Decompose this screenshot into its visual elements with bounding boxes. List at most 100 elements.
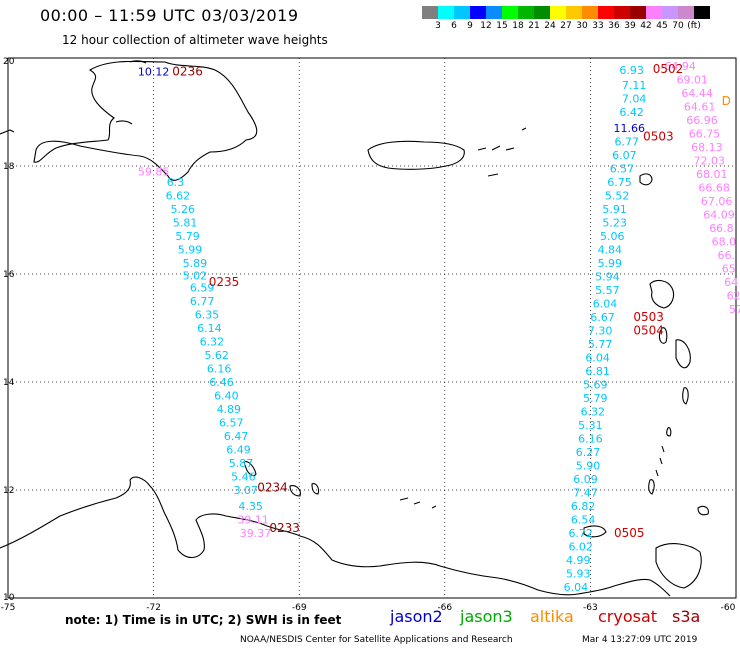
wave-height-value: 5.99 — [598, 257, 623, 270]
footer-note: note: 1) Time is in UTC; 2) SWH is in fe… — [65, 613, 342, 627]
color-scale-label: 70 — [672, 21, 684, 31]
footer-credit: NOAA/NESDIS Center for Satellite Applica… — [240, 635, 513, 645]
pass-time-label: 0505 — [614, 526, 645, 540]
wave-height-value: 6.27 — [576, 446, 601, 459]
coast-los-roques — [399, 497, 437, 509]
wave-height-value: 6.32 — [200, 336, 225, 349]
color-scale-bar — [422, 6, 710, 19]
color-scale-swatch — [662, 6, 678, 19]
coast-aruba — [243, 461, 257, 477]
color-scale-swatch — [550, 6, 566, 19]
wave-height-value: 66.96 — [686, 114, 718, 127]
x-tick-label: -69 — [292, 603, 307, 613]
wave-height-value: 64.94 — [664, 60, 696, 73]
wave-height-value: 66.68 — [698, 182, 730, 195]
pass-time-label: 0235 — [209, 275, 240, 289]
wave-height-value: 6.82 — [571, 500, 596, 513]
y-tick-label: 20 — [3, 57, 15, 67]
color-scale-label: 12 — [480, 21, 492, 31]
color-scale-label: 21 — [528, 21, 540, 31]
map-frame — [7, 57, 737, 599]
wave-height-value: 5.26 — [170, 203, 195, 216]
pass-time-label: 0236 — [172, 65, 203, 79]
wave-height-value: 6.09 — [573, 473, 598, 486]
coast-margarita — [583, 525, 607, 538]
coast-antigua — [639, 173, 653, 186]
wave-height-value: 5.87 — [229, 457, 254, 470]
wave-height-value: 6.04 — [585, 352, 610, 365]
x-tick-label: -60 — [721, 603, 736, 613]
wave-height-value: 6.59 — [190, 282, 215, 295]
x-tick-label: -72 — [146, 603, 161, 613]
wave-height-value: 64.44 — [681, 87, 713, 100]
wave-height-value: 5.57 — [595, 284, 620, 297]
color-scale-swatch — [438, 6, 454, 19]
wave-height-value: 5.02 — [183, 270, 208, 283]
wave-height-value: 6.67 — [590, 311, 615, 324]
y-tick-label: 18 — [3, 162, 15, 172]
color-scale-label: 27 — [560, 21, 572, 31]
color-scale-label: 3 — [435, 21, 441, 31]
coast-puerto-rico — [367, 140, 465, 170]
wave-height-value: 7.30 — [588, 325, 613, 338]
color-scale-label: 30 — [576, 21, 588, 31]
coast-martinique — [675, 339, 691, 369]
page-subtitle: 12 hour collection of altimeter wave hei… — [62, 33, 328, 47]
color-scale-label: 6 — [451, 21, 457, 31]
y-tick-label: 16 — [3, 270, 15, 280]
wave-height-value: 4.35 — [238, 500, 263, 513]
wave-height-value: 5.93 — [566, 568, 591, 581]
wave-height-value: 7.04 — [622, 93, 647, 106]
wave-height-value: 6.72 — [568, 527, 593, 540]
wave-height-value: 65 — [722, 263, 736, 276]
x-tick-label: -63 — [583, 603, 598, 613]
wave-height-value: 5.94 — [595, 271, 620, 284]
wave-height-value: 64 — [724, 276, 738, 289]
wave-height-value: 6.04 — [593, 298, 618, 311]
pass-time-label: 0503 — [633, 310, 664, 324]
wave-height-value: 67.06 — [701, 195, 733, 208]
wave-height-value: 6.02 — [568, 541, 593, 554]
color-scale-label: 36 — [608, 21, 620, 31]
wave-height-value: 6.3 — [167, 176, 185, 189]
wave-height-value: 11.66 — [613, 122, 645, 135]
color-scale-swatch — [454, 6, 470, 19]
pass-time-label: 0233 — [269, 521, 300, 535]
wave-height-value: 6.04 — [564, 581, 589, 594]
color-scale-label: 18 — [512, 21, 524, 31]
x-tick-label: -75 — [1, 603, 16, 613]
color-scale-label: 15 — [496, 21, 508, 31]
color-scale-label: 42 — [640, 21, 652, 31]
coast-grenada — [648, 479, 655, 495]
legend-item-jason3: jason3 — [460, 607, 513, 626]
wave-height-value: 6.42 — [619, 106, 644, 119]
wave-height-value: 6.77 — [615, 136, 640, 149]
y-tick-label: 12 — [3, 486, 14, 496]
color-scale-swatch — [614, 6, 630, 19]
wave-height-value: 5.79 — [583, 392, 608, 405]
pass-time-label: D — [722, 94, 731, 108]
wave-height-value: 4.99 — [566, 554, 591, 567]
wave-height-value: 5.52 — [605, 190, 630, 203]
wave-height-value: 4.84 — [598, 244, 623, 257]
coast-cuba-tip — [0, 129, 15, 135]
legend-item-jason2: jason2 — [390, 607, 443, 626]
color-scale-swatch — [630, 6, 646, 19]
color-scale-swatch — [486, 6, 502, 19]
wave-height-value: 6.16 — [578, 433, 603, 446]
coast-gonave — [115, 120, 133, 125]
wave-height-value: 5.69 — [583, 379, 608, 392]
color-scale-swatch — [566, 6, 582, 19]
pass-time-label: 0234 — [257, 480, 288, 494]
color-scale-swatch — [534, 6, 550, 19]
wave-height-value: 64.61 — [684, 101, 716, 114]
color-scale-label: 9 — [467, 21, 473, 31]
wave-height-value: 5.99 — [178, 244, 203, 257]
color-scale-swatch — [582, 6, 598, 19]
wave-height-value: 68.0 — [712, 236, 737, 249]
wave-height-value: 57 — [729, 303, 740, 316]
wave-height-value: 6.57 — [610, 163, 635, 176]
color-scale-swatch — [502, 6, 518, 19]
wave-height-value: 5.06 — [600, 230, 625, 243]
color-scale-swatch — [518, 6, 534, 19]
